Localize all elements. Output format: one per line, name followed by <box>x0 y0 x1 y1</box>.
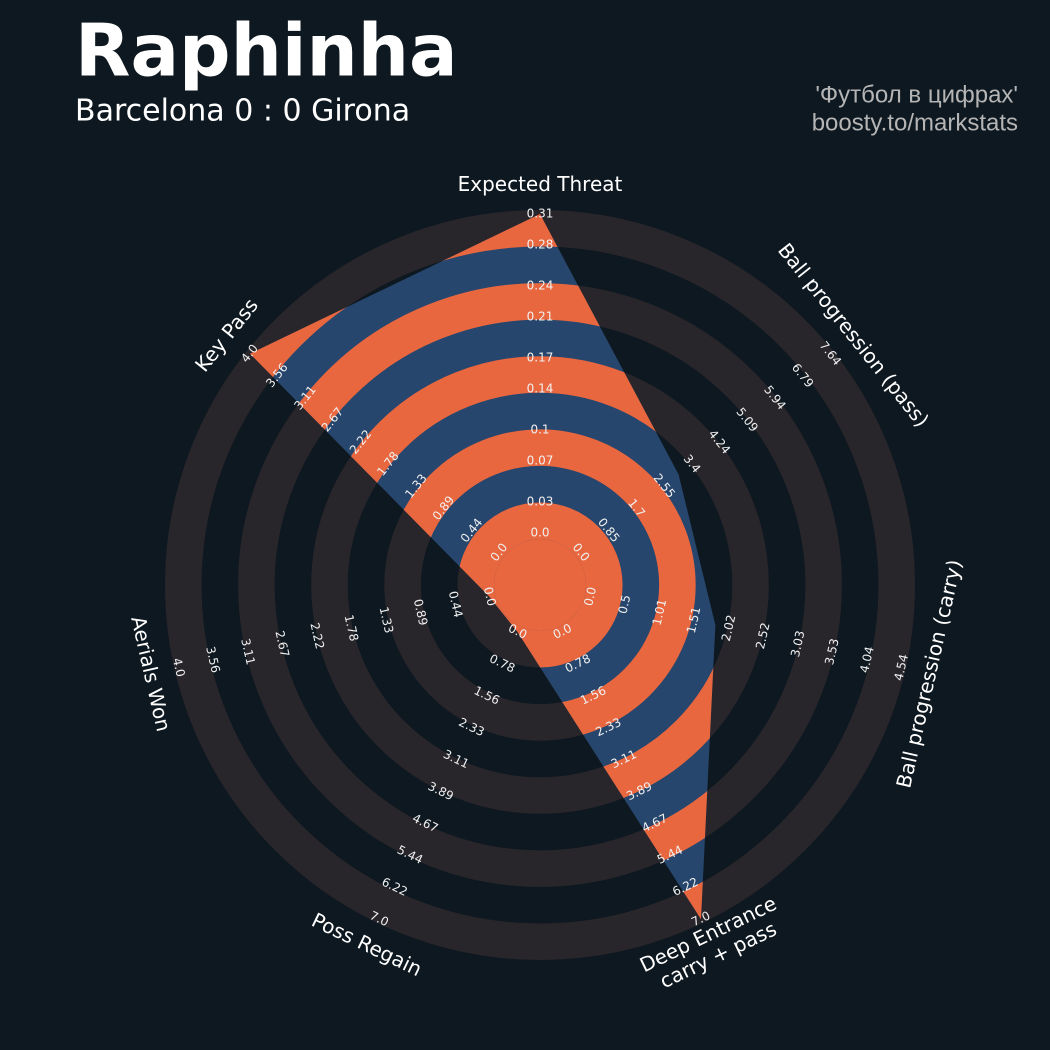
tick-label: 4.0 <box>170 657 188 679</box>
tick-label: 1.01 <box>650 598 670 627</box>
param-label-line: Expected Threat <box>458 172 623 196</box>
tick-label: 3.53 <box>822 637 842 666</box>
tick-label: 0.07 <box>527 453 554 467</box>
tick-label: 0.31 <box>527 207 554 221</box>
chart-subtitle: Barcelona 0 : 0 Girona <box>75 94 410 129</box>
tick-label: 0.14 <box>527 381 554 395</box>
chart-title: Raphinha <box>75 9 458 93</box>
tick-label: 0.21 <box>527 309 554 323</box>
tick-label: 1.51 <box>684 605 704 634</box>
tick-label: 2.02 <box>719 613 739 642</box>
tick-label: 0.03 <box>527 495 554 509</box>
credit: boosty.to/markstats <box>812 109 1018 136</box>
tick-label: 1.78 <box>342 613 362 642</box>
tick-label: 3.11 <box>238 637 258 666</box>
tick-label: 0.24 <box>527 279 554 293</box>
radar-center <box>494 539 586 631</box>
tick-label: 2.52 <box>753 621 773 650</box>
tick-label: 0.17 <box>527 351 554 365</box>
param-label: Expected Threat <box>458 172 623 196</box>
tick-label: 0.28 <box>527 237 554 251</box>
tick-label: 0.44 <box>446 590 466 619</box>
tick-label: 2.67 <box>272 629 292 658</box>
tick-label: 0.0 <box>481 586 499 608</box>
radar-ring <box>249 214 716 920</box>
tick-label: 0.1 <box>530 423 549 437</box>
tick-label: 3.56 <box>203 645 223 674</box>
tick-label: 0.89 <box>411 598 431 627</box>
tick-label: 1.33 <box>377 605 397 634</box>
credit: 'Футбол в цифрах' <box>815 81 1018 108</box>
tick-label: 4.04 <box>857 645 877 674</box>
tick-label: 0.0 <box>530 526 549 540</box>
tick-label: 4.54 <box>891 653 911 682</box>
tick-label: 0.0 <box>581 586 599 608</box>
tick-label: 3.03 <box>788 629 808 658</box>
tick-label: 2.22 <box>307 621 327 650</box>
tick-label: 0.5 <box>616 593 634 615</box>
